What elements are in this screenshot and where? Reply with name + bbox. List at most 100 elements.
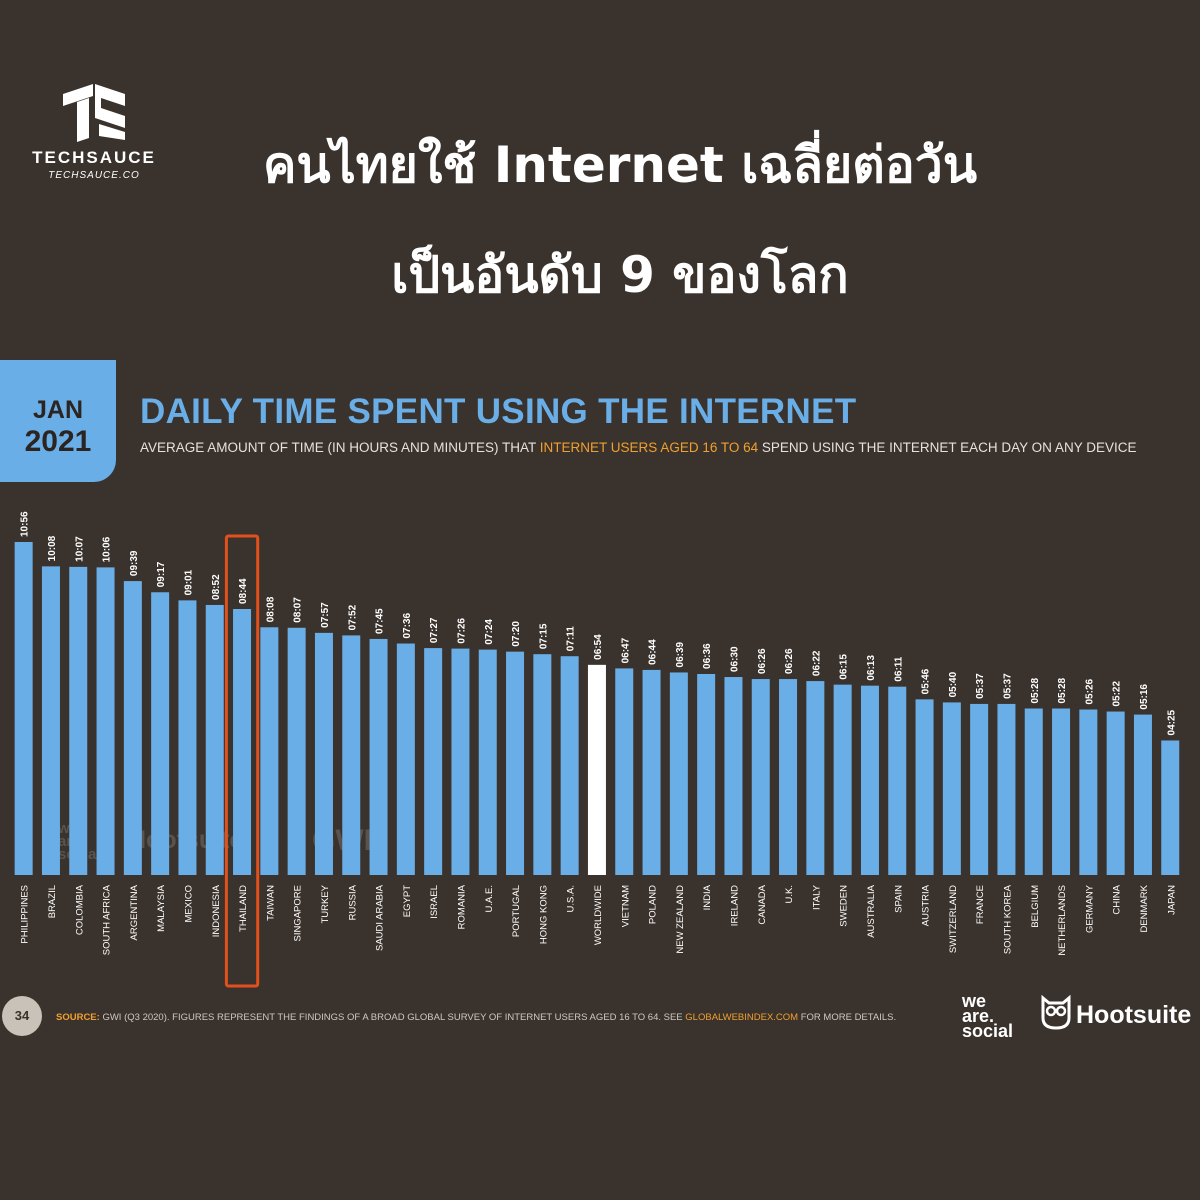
value-label: 05:37 [1002,673,1013,699]
bar [205,604,224,875]
bar [1079,709,1098,875]
subtitle-highlight: INTERNET USERS AGED 16 TO 64 [539,440,759,455]
techsauce-mark-icon [63,84,125,142]
techsauce-logo: TECHSAUCE TECHSAUCE.CO [28,80,160,181]
bar [642,669,661,875]
category-label: VIETNAM [620,885,631,927]
value-label: 06:47 [620,637,631,663]
category-label: SWEDEN [839,885,850,927]
bar [779,679,798,875]
bar [1161,740,1180,875]
bar [669,672,688,875]
category-label: ITALY [811,884,822,910]
bar [833,684,852,875]
bar [369,638,388,875]
thailand-highlight-box [224,534,260,988]
value-label: 10:56 [20,511,31,537]
category-label: ARGENTINA [129,884,140,940]
category-label: SPAIN [893,885,904,913]
bar [1052,708,1071,875]
value-label: 09:01 [183,569,194,595]
value-label: 07:20 [511,621,522,647]
value-label: 06:26 [757,648,768,674]
value-label: 05:28 [1057,677,1068,703]
category-label: HONG KONG [538,885,549,944]
value-label: 08:52 [211,574,222,600]
bar [123,581,142,875]
value-label: 06:26 [784,648,795,674]
category-label: ISRAEL [429,885,440,919]
bar [14,542,33,875]
we-are-social-logo: we are. social [962,991,1014,1041]
brand-name: TECHSAUCE [32,148,156,167]
category-label: CANADA [757,884,768,924]
category-label: INDONESIA [211,884,222,937]
value-label: 10:07 [74,536,85,562]
category-label: TAIWAN [265,885,276,921]
value-label: 05:37 [975,673,986,699]
bar [751,679,770,875]
value-label: 09:17 [156,561,167,587]
bar-chart: 10:56 PHILIPPINES 10:08 BRAZIL 10:07 COLOMBIA… [14,511,1180,988]
badge-year: 2021 [24,425,92,458]
bar [233,609,252,875]
bar [1106,711,1125,875]
subtitle-post: SPEND USING THE INTERNET EACH DAY ON ANY… [758,440,1137,455]
bar [287,627,306,875]
value-label: 05:46 [921,668,932,694]
value-label: 05:28 [1030,677,1041,703]
category-label: COLOMBIA [74,884,85,935]
category-label: BELGIUM [1030,885,1041,928]
bar [1133,714,1152,875]
category-label: POLAND [648,885,659,924]
hootsuite-logo: Hootsuite [1076,1001,1192,1029]
bar [506,651,525,875]
value-label: 08:08 [265,596,276,622]
bar [560,656,579,875]
category-label: SAUDI ARABIA [375,884,386,951]
category-label: SWITZERLAND [948,885,959,953]
subtitle-pre: AVERAGE AMOUNT OF TIME (IN HOURS AND MIN… [140,440,540,455]
value-label: 05:26 [1084,679,1095,705]
category-label: JAPAN [1166,885,1177,915]
category-label: AUSTRIA [921,884,932,926]
bar [424,648,443,875]
source-note: SOURCE: GWI (Q3 2020). FIGURES REPRESENT… [56,1012,896,1023]
category-label: DENMARK [1139,884,1150,932]
value-label: 06:13 [866,655,877,681]
bar [724,677,743,875]
category-label: MEXICO [183,885,194,922]
bar [888,686,907,875]
value-label: 07:24 [484,619,495,645]
value-label: 06:36 [702,643,713,669]
category-label: WORLDWIDE [593,885,604,945]
source-label: SOURCE: [56,1012,100,1023]
category-label: NEW ZEALAND [675,885,686,954]
bar [260,627,279,875]
bar [615,668,634,875]
value-label: 06:15 [839,654,850,680]
category-label: U.A.E. [484,885,495,912]
value-label: 07:27 [429,617,440,643]
page-number: 34 [2,996,42,1036]
source-link[interactable]: GLOBALWEBINDEX.COM [685,1012,799,1023]
category-label: ROMANIA [456,884,467,929]
value-label: 07:15 [538,623,549,649]
chart-title: DAILY TIME SPENT USING THE INTERNET [140,392,857,431]
category-label: PORTUGAL [511,885,522,937]
chart-subtitle: AVERAGE AMOUNT OF TIME (IN HOURS AND MIN… [140,440,1136,455]
bar [860,685,879,875]
bar [942,702,961,875]
bar [915,699,934,875]
category-label: PHILIPPINES [20,885,31,944]
bar [96,567,115,875]
bar [41,566,60,875]
category-label: GERMANY [1084,884,1095,933]
value-label: 07:52 [347,604,358,630]
value-label: 06:39 [675,641,686,667]
category-label: SOUTH AFRICA [102,884,113,955]
value-label: 04:25 [1166,709,1177,735]
category-label: FRANCE [975,885,986,924]
bar [151,592,170,875]
source-text: GWI (Q3 2020). FIGURES REPRESENT THE FIN… [99,1012,686,1023]
